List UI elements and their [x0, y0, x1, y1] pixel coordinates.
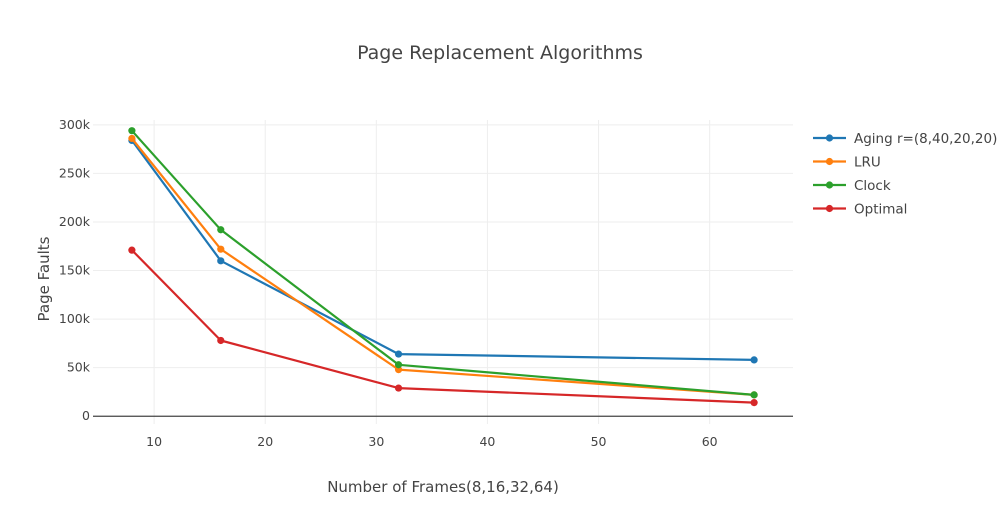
legend-swatch-marker: [825, 157, 834, 166]
x-tick-label: 60: [702, 434, 718, 449]
series-line-aging: [131, 139, 755, 361]
x-tick-label: 20: [257, 434, 273, 449]
legend-item-optimal: Optimal: [813, 202, 907, 218]
data-point-lru: [217, 245, 225, 253]
legend: Aging r=(8,40,20,20) LRU Clock Optimal: [813, 131, 997, 218]
legend-item-aging: Aging r=(8,40,20,20): [813, 131, 997, 147]
legend-label: Aging r=(8,40,20,20): [854, 131, 997, 147]
x-tick-label: 30: [368, 434, 384, 449]
series-line-lru: [131, 137, 755, 396]
tick-labels: 10 20 30 40 50 60 0 50k 100k 150k 200k 250k 300k: [59, 117, 718, 449]
y-tick-label: 200k: [59, 214, 91, 229]
data-point-lru: [128, 134, 136, 143]
x-tick-label: 40: [479, 434, 495, 449]
legend-swatch-marker: [825, 134, 834, 142]
data-point-clock: [750, 391, 758, 399]
data-point-optimal: [217, 336, 225, 345]
y-tick-label: 300k: [59, 117, 91, 132]
chart-title: Page Replacement Algorithms: [357, 42, 643, 64]
series-line-optimal: [131, 249, 755, 404]
data-point-aging: [750, 356, 758, 364]
legend-swatch-marker: [825, 181, 834, 189]
series-layer: [128, 127, 758, 407]
series-lru: [128, 134, 758, 399]
legend-item-clock: Clock: [813, 178, 891, 194]
y-tick-label: 0: [82, 408, 90, 423]
legend-item-lru: LRU: [813, 155, 881, 171]
y-tick-label: 150k: [59, 263, 91, 278]
series-optimal: [128, 246, 758, 407]
x-tick-label: 10: [146, 434, 162, 449]
legend-label: Clock: [854, 178, 891, 194]
y-tick-label: 100k: [59, 311, 91, 326]
gridlines: [93, 120, 793, 424]
data-point-clock: [394, 361, 403, 369]
y-tick-label: 50k: [67, 360, 91, 375]
series-clock: [128, 127, 758, 399]
x-axis-title: Number of Frames(8,16,32,64): [327, 478, 559, 496]
data-point-aging: [217, 257, 225, 265]
data-point-optimal: [750, 399, 758, 407]
x-tick-label: 50: [591, 434, 607, 449]
y-axis-title: Page Faults: [35, 236, 53, 321]
data-point-clock: [128, 127, 136, 135]
data-point-optimal: [128, 246, 136, 254]
data-point-clock: [217, 226, 225, 234]
data-point-optimal: [394, 384, 403, 392]
legend-swatch-marker: [825, 204, 834, 213]
data-point-aging: [394, 350, 403, 358]
y-tick-label: 250k: [59, 165, 91, 180]
legend-label: Optimal: [854, 202, 907, 218]
legend-label: LRU: [854, 155, 881, 171]
series-line-clock: [131, 129, 755, 396]
